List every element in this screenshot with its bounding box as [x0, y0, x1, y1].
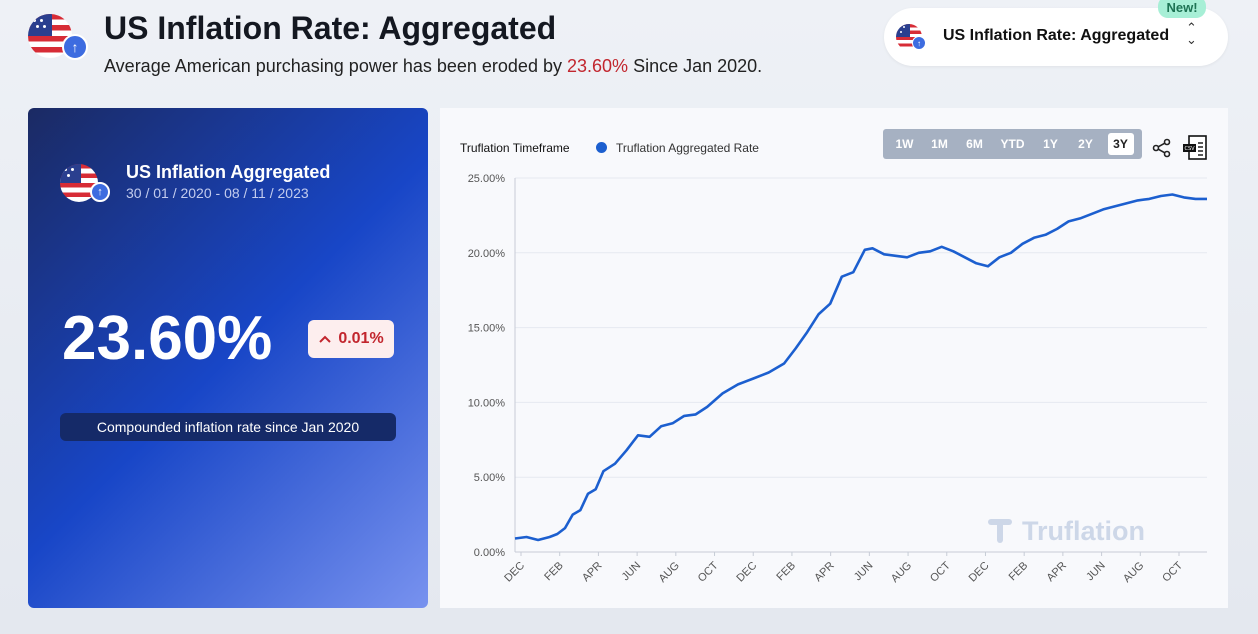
index-selector[interactable]: ↑ US Inflation Rate: Aggregated ⌃ ⌄ [884, 8, 1228, 66]
timeframe-legend-title: Truflation Timeframe [460, 141, 570, 155]
x-tick-label: JUN [620, 560, 644, 584]
chart-panel: Truflation Timeframe Truflation Aggregat… [440, 108, 1228, 608]
x-tick-label: AUG [657, 560, 682, 585]
series-legend-dot [596, 142, 607, 153]
share-icon[interactable] [1152, 138, 1172, 158]
truflation-badge-icon: ↑ [90, 182, 110, 202]
us-flag-icon [28, 14, 72, 58]
chevron-up-down-icon: ⌃ ⌄ [1186, 20, 1197, 47]
subtitle-value: 23.60% [566, 56, 629, 76]
x-tick-label: JUN [1084, 560, 1108, 584]
x-tick-label: APR [812, 560, 837, 585]
y-tick-label: 0.00% [474, 547, 505, 559]
csv-download-icon[interactable]: CSV [1182, 135, 1208, 161]
timeframe-button-2y[interactable]: 2Y [1078, 137, 1093, 151]
timeframe-button-1y[interactable]: 1Y [1043, 137, 1058, 151]
y-tick-label: 15.00% [468, 323, 506, 335]
y-tick-label: 25.00% [468, 173, 506, 185]
y-tick-label: 5.00% [474, 472, 505, 484]
subtitle-text: Average American purchasing power has be… [104, 56, 562, 76]
x-tick-label: APR [1045, 560, 1070, 585]
card-title: US Inflation Aggregated [126, 162, 331, 182]
svg-text:CSV: CSV [1184, 146, 1195, 152]
x-tick-label: OCT [1160, 559, 1185, 584]
x-tick-label: FEB [1007, 560, 1031, 584]
x-tick-label: AUG [1121, 560, 1146, 585]
x-tick-label: OCT [696, 559, 721, 584]
x-tick-label: AUG [889, 560, 914, 585]
subtitle-suffix: Since Jan 2020. [633, 56, 763, 76]
timeframe-button-1w[interactable]: 1W [895, 137, 914, 151]
inflation-value: 23.60% [62, 304, 273, 373]
x-tick-label: JUN [852, 560, 876, 584]
truflation-watermark-icon [988, 519, 1012, 543]
change-badge: 0.01% [308, 320, 394, 358]
page-title: US Inflation Rate: Aggregated [104, 10, 557, 46]
x-tick-label: FEB [774, 560, 798, 584]
y-tick-label: 10.00% [468, 397, 506, 409]
change-value: 0.01% [338, 330, 384, 347]
series-legend-label[interactable]: Truflation Aggregated Rate [616, 141, 759, 155]
x-tick-label: DEC [502, 560, 527, 585]
timeframe-button-ytd[interactable]: YTD [1000, 137, 1025, 151]
inflation-line-chart: 0.00% 5.00% 10.00% 15.00% 20.00% 25.00% DEC FEB… [468, 173, 1207, 585]
card-date-range: 30 / 01 / 2020 - 08 / 11 / 2023 [126, 185, 309, 201]
x-tick-label: OCT [928, 559, 953, 584]
card-caption: Compounded inflation rate since Jan 2020 [60, 413, 396, 441]
x-tick-label: FEB [542, 560, 566, 584]
truflation-badge-icon: ↑ [62, 34, 88, 60]
timeframe-button-1m[interactable]: 1M [931, 137, 948, 151]
caret-up-icon [319, 335, 332, 343]
selector-label: US Inflation Rate: Aggregated [943, 27, 1170, 44]
x-tick-label: DEC [967, 560, 992, 585]
timeframe-button-6m[interactable]: 6M [966, 137, 983, 151]
y-tick-label: 20.00% [468, 248, 506, 260]
summary-card: ↑ US Inflation Aggregated 30 / 01 / 2020… [28, 108, 428, 608]
truflation-badge-icon: ↑ [912, 36, 926, 50]
new-badge: New! [1158, 0, 1206, 18]
timeframe-selector: 1W 1M 6M YTD 1Y 2Y 3Y [883, 129, 1142, 159]
x-tick-label: DEC [734, 560, 759, 585]
truflation-watermark: Truflation [1022, 516, 1145, 546]
timeframe-button-3y[interactable]: 3Y [1107, 133, 1134, 155]
x-tick-label: APR [580, 560, 605, 585]
series-line [514, 193, 1207, 542]
page-subtitle: Average American purchasing power has be… [104, 56, 762, 77]
